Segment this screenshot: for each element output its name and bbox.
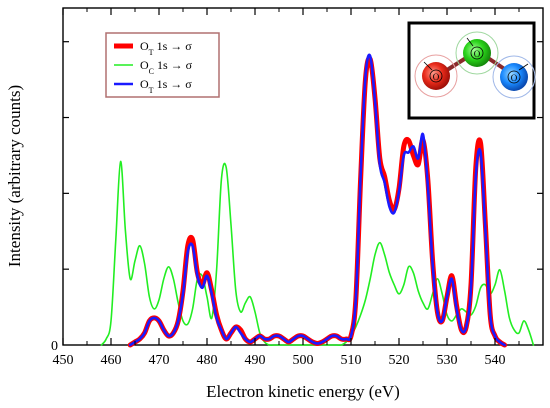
atom-label-left: O bbox=[433, 72, 440, 82]
atom-right bbox=[500, 63, 528, 91]
x-tick-label: 500 bbox=[293, 353, 314, 368]
series-layer bbox=[100, 53, 535, 348]
ticks-layer: 450 460 470 480 490 500 510 520 530 540 0 bbox=[51, 8, 543, 368]
series-line-2 bbox=[128, 53, 506, 347]
x-axis-label: Electron kinetic energy (eV) bbox=[206, 382, 400, 401]
arrow-center bbox=[466, 37, 474, 47]
legend: OT 1s → σOC 1s → σOT 1s → σ bbox=[105, 32, 220, 98]
inset-molecule: O O O bbox=[407, 21, 536, 120]
x-tick-label: 540 bbox=[485, 353, 506, 368]
atom-label-center: O bbox=[474, 49, 481, 59]
atom-shell-center bbox=[455, 31, 499, 75]
legend-label-1: OC 1s → σ bbox=[140, 58, 193, 76]
atom-shell-right bbox=[492, 55, 536, 99]
atom-shell-left bbox=[414, 54, 458, 98]
legend-label-2: OT 1s → σ bbox=[140, 77, 192, 95]
x-tick-label: 510 bbox=[341, 353, 362, 368]
atom-left bbox=[422, 62, 450, 90]
x-tick-label: 480 bbox=[197, 353, 218, 368]
x-tick-label: 450 bbox=[53, 353, 74, 368]
x-tick-label: 530 bbox=[437, 353, 458, 368]
legend-label-0: OT 1s → σ bbox=[140, 39, 192, 57]
atom-center bbox=[463, 39, 491, 67]
x-tick-label: 520 bbox=[389, 353, 410, 368]
arrow-left bbox=[423, 61, 433, 71]
y-axis-label: Intensity (arbitrary counts) bbox=[5, 85, 24, 267]
atom-label-ring-center bbox=[470, 46, 484, 60]
x-tick-label: 490 bbox=[245, 353, 266, 368]
atom-label-ring-right bbox=[507, 70, 521, 84]
y-tick-label: 0 bbox=[51, 339, 58, 354]
arrow-right bbox=[518, 63, 529, 71]
atom-label-ring-left bbox=[429, 69, 443, 83]
x-tick-label: 470 bbox=[149, 353, 170, 368]
bond-left bbox=[445, 56, 468, 72]
atom-label-right: O bbox=[511, 73, 518, 83]
x-tick-label: 460 bbox=[101, 353, 122, 368]
